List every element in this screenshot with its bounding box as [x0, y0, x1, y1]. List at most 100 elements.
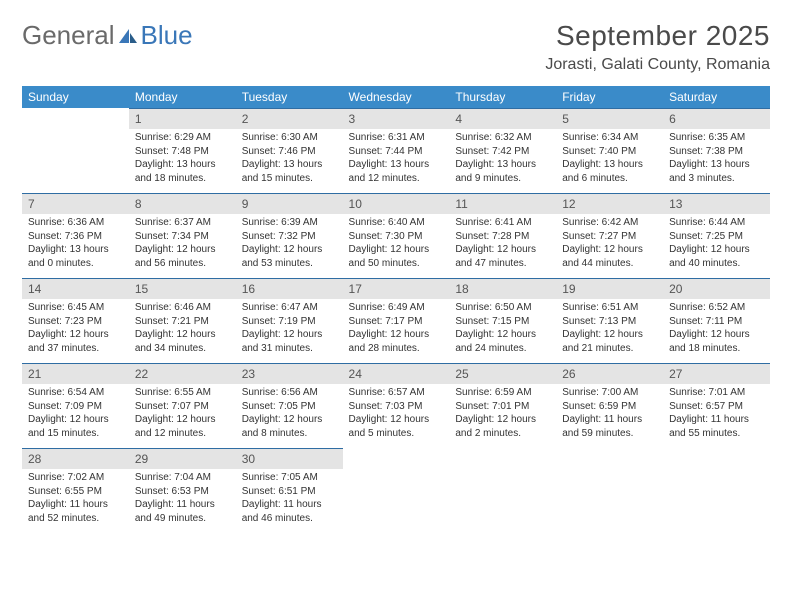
sunrise-line: Sunrise: 6:59 AM: [455, 386, 550, 400]
day-body: Sunrise: 7:01 AMSunset: 6:57 PMDaylight:…: [663, 384, 770, 444]
calendar-cell: 29Sunrise: 7:04 AMSunset: 6:53 PMDayligh…: [129, 448, 236, 533]
sunrise-line: Sunrise: 6:45 AM: [28, 301, 123, 315]
daylight-line: Daylight: 11 hours and 55 minutes.: [669, 413, 764, 440]
sunset-line: Sunset: 6:59 PM: [562, 400, 657, 414]
day-number: 11: [449, 193, 556, 214]
sunset-line: Sunset: 7:17 PM: [349, 315, 444, 329]
day-body: Sunrise: 6:54 AMSunset: 7:09 PMDaylight:…: [22, 384, 129, 444]
sunrise-line: Sunrise: 6:44 AM: [669, 216, 764, 230]
sunrise-line: Sunrise: 6:49 AM: [349, 301, 444, 315]
calendar-cell: 5Sunrise: 6:34 AMSunset: 7:40 PMDaylight…: [556, 108, 663, 193]
calendar-cell: 13Sunrise: 6:44 AMSunset: 7:25 PMDayligh…: [663, 193, 770, 278]
col-wednesday: Wednesday: [343, 86, 450, 108]
sunrise-line: Sunrise: 7:05 AM: [242, 471, 337, 485]
col-tuesday: Tuesday: [236, 86, 343, 108]
day-body: Sunrise: 6:36 AMSunset: 7:36 PMDaylight:…: [22, 214, 129, 274]
logo-text-1: General: [22, 20, 115, 51]
header: GeneralBlue September 2025 Jorasti, Gala…: [22, 20, 770, 74]
sunrise-line: Sunrise: 6:42 AM: [562, 216, 657, 230]
day-body: Sunrise: 6:40 AMSunset: 7:30 PMDaylight:…: [343, 214, 450, 274]
day-number: [449, 448, 556, 453]
day-number: 16: [236, 278, 343, 299]
day-number: 6: [663, 108, 770, 129]
calendar-week-row: 28Sunrise: 7:02 AMSunset: 6:55 PMDayligh…: [22, 448, 770, 533]
day-body: Sunrise: 7:04 AMSunset: 6:53 PMDaylight:…: [129, 469, 236, 529]
daylight-line: Daylight: 12 hours and 5 minutes.: [349, 413, 444, 440]
sunrise-line: Sunrise: 6:32 AM: [455, 131, 550, 145]
daylight-line: Daylight: 12 hours and 47 minutes.: [455, 243, 550, 270]
sunrise-line: Sunrise: 6:40 AM: [349, 216, 444, 230]
day-number: 8: [129, 193, 236, 214]
daylight-line: Daylight: 12 hours and 24 minutes.: [455, 328, 550, 355]
daylight-line: Daylight: 12 hours and 50 minutes.: [349, 243, 444, 270]
day-number: 1: [129, 108, 236, 129]
day-number: [343, 448, 450, 453]
calendar-week-row: 14Sunrise: 6:45 AMSunset: 7:23 PMDayligh…: [22, 278, 770, 363]
daylight-line: Daylight: 13 hours and 9 minutes.: [455, 158, 550, 185]
sunrise-line: Sunrise: 6:39 AM: [242, 216, 337, 230]
sunrise-line: Sunrise: 6:56 AM: [242, 386, 337, 400]
calendar-cell: 3Sunrise: 6:31 AMSunset: 7:44 PMDaylight…: [343, 108, 450, 193]
day-body: Sunrise: 6:29 AMSunset: 7:48 PMDaylight:…: [129, 129, 236, 189]
day-number: 19: [556, 278, 663, 299]
day-number: 29: [129, 448, 236, 469]
sunrise-line: Sunrise: 7:04 AM: [135, 471, 230, 485]
sunset-line: Sunset: 7:09 PM: [28, 400, 123, 414]
sunset-line: Sunset: 7:23 PM: [28, 315, 123, 329]
sunrise-line: Sunrise: 6:31 AM: [349, 131, 444, 145]
day-number: 22: [129, 363, 236, 384]
day-number: 24: [343, 363, 450, 384]
daylight-line: Daylight: 12 hours and 15 minutes.: [28, 413, 123, 440]
calendar-body: 1Sunrise: 6:29 AMSunset: 7:48 PMDaylight…: [22, 108, 770, 533]
day-number: [22, 108, 129, 113]
calendar-cell: 10Sunrise: 6:40 AMSunset: 7:30 PMDayligh…: [343, 193, 450, 278]
calendar-cell: 28Sunrise: 7:02 AMSunset: 6:55 PMDayligh…: [22, 448, 129, 533]
col-monday: Monday: [129, 86, 236, 108]
daylight-line: Daylight: 12 hours and 31 minutes.: [242, 328, 337, 355]
sunrise-line: Sunrise: 6:52 AM: [669, 301, 764, 315]
sunset-line: Sunset: 7:46 PM: [242, 145, 337, 159]
sunset-line: Sunset: 7:05 PM: [242, 400, 337, 414]
day-body: Sunrise: 6:45 AMSunset: 7:23 PMDaylight:…: [22, 299, 129, 359]
calendar-cell: 17Sunrise: 6:49 AMSunset: 7:17 PMDayligh…: [343, 278, 450, 363]
calendar-cell: 25Sunrise: 6:59 AMSunset: 7:01 PMDayligh…: [449, 363, 556, 448]
sunset-line: Sunset: 7:30 PM: [349, 230, 444, 244]
daylight-line: Daylight: 12 hours and 28 minutes.: [349, 328, 444, 355]
day-number: 14: [22, 278, 129, 299]
day-body: Sunrise: 6:30 AMSunset: 7:46 PMDaylight:…: [236, 129, 343, 189]
sunrise-line: Sunrise: 6:34 AM: [562, 131, 657, 145]
daylight-line: Daylight: 12 hours and 53 minutes.: [242, 243, 337, 270]
calendar-cell: [22, 108, 129, 193]
day-number: 9: [236, 193, 343, 214]
daylight-line: Daylight: 12 hours and 40 minutes.: [669, 243, 764, 270]
day-number: 18: [449, 278, 556, 299]
daylight-line: Daylight: 12 hours and 12 minutes.: [135, 413, 230, 440]
daylight-line: Daylight: 11 hours and 59 minutes.: [562, 413, 657, 440]
sunset-line: Sunset: 7:15 PM: [455, 315, 550, 329]
sunset-line: Sunset: 7:01 PM: [455, 400, 550, 414]
day-body: Sunrise: 6:49 AMSunset: 7:17 PMDaylight:…: [343, 299, 450, 359]
day-body: Sunrise: 6:41 AMSunset: 7:28 PMDaylight:…: [449, 214, 556, 274]
sunrise-line: Sunrise: 6:47 AM: [242, 301, 337, 315]
logo-sail-icon: [117, 27, 139, 45]
daylight-line: Daylight: 13 hours and 12 minutes.: [349, 158, 444, 185]
day-body: Sunrise: 6:37 AMSunset: 7:34 PMDaylight:…: [129, 214, 236, 274]
logo-text-2: Blue: [141, 20, 193, 51]
calendar-cell: 24Sunrise: 6:57 AMSunset: 7:03 PMDayligh…: [343, 363, 450, 448]
calendar-cell: 8Sunrise: 6:37 AMSunset: 7:34 PMDaylight…: [129, 193, 236, 278]
calendar-cell: [449, 448, 556, 533]
sunset-line: Sunset: 7:19 PM: [242, 315, 337, 329]
sunrise-line: Sunrise: 6:46 AM: [135, 301, 230, 315]
day-number: 2: [236, 108, 343, 129]
calendar-cell: 15Sunrise: 6:46 AMSunset: 7:21 PMDayligh…: [129, 278, 236, 363]
day-body: Sunrise: 6:42 AMSunset: 7:27 PMDaylight:…: [556, 214, 663, 274]
day-body: Sunrise: 6:35 AMSunset: 7:38 PMDaylight:…: [663, 129, 770, 189]
calendar-cell: 23Sunrise: 6:56 AMSunset: 7:05 PMDayligh…: [236, 363, 343, 448]
day-body: Sunrise: 6:39 AMSunset: 7:32 PMDaylight:…: [236, 214, 343, 274]
day-body: Sunrise: 6:52 AMSunset: 7:11 PMDaylight:…: [663, 299, 770, 359]
sunrise-line: Sunrise: 6:55 AM: [135, 386, 230, 400]
col-saturday: Saturday: [663, 86, 770, 108]
day-number: 27: [663, 363, 770, 384]
sunset-line: Sunset: 7:03 PM: [349, 400, 444, 414]
day-number: 23: [236, 363, 343, 384]
